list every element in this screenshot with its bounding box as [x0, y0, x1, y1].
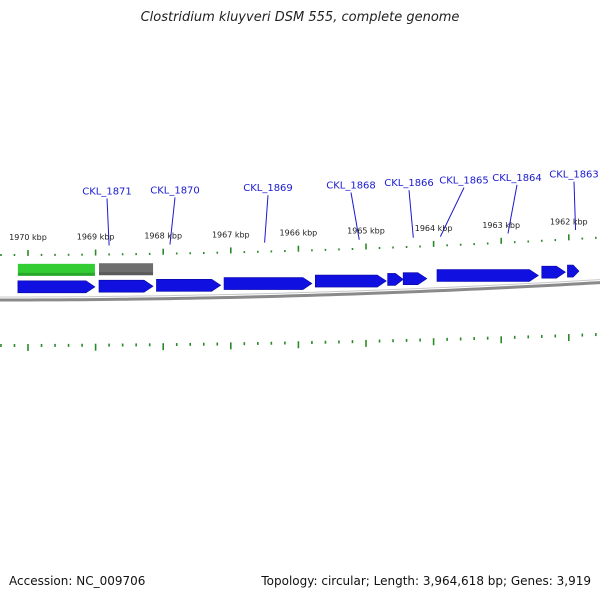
tick-label: 1970 kbp [9, 233, 47, 242]
gene-leader-line [106, 198, 110, 246]
forward-gene-arrow [156, 278, 222, 292]
gene-leader-line [350, 192, 360, 240]
forward-gene-arrow [17, 280, 96, 294]
genome-backbone [0, 279, 600, 302]
tick-label-track: 1970 kbp 1969 kbp 1968 kbp 1967 kbp 1966 kbp… [9, 217, 588, 242]
tick-label: 1965 kbp [347, 227, 385, 236]
forward-gene-arrow [541, 265, 566, 279]
tick-label: 1963 kbp [482, 221, 520, 230]
backbone-highlight [0, 279, 600, 298]
tick-label: 1964 kbp [415, 224, 453, 233]
forward-gene-arrow [402, 272, 428, 285]
forward-gene-arrow [387, 273, 404, 286]
forward-gene-arrow [98, 279, 154, 293]
gene-label: CKL_1871 [82, 186, 132, 197]
gene-label: CKL_1869 [243, 183, 293, 194]
gene-label: CKL_1870 [150, 185, 200, 196]
tick-label: 1969 kbp [77, 233, 115, 242]
reverse-gene-block [98, 263, 154, 276]
gene-label: CKL_1868 [326, 180, 376, 191]
reverse-gene-block [17, 263, 95, 276]
gene-label: CKL_1863 [549, 170, 599, 181]
reverse-strand-track [17, 263, 154, 276]
gene-leader-line [264, 195, 269, 243]
inner-tick-track [0, 333, 597, 351]
reverse-gene-shadow [17, 272, 95, 276]
gene-leader-line [408, 190, 414, 238]
gene-label: CKL_1865 [439, 176, 489, 187]
map-title: Clostridium kluyveri DSM 555, complete g… [140, 10, 460, 25]
gene-leader-line [169, 197, 176, 245]
tick-label: 1967 kbp [212, 230, 250, 239]
accession-text: Accession: NC_009706 [9, 574, 146, 588]
forward-strand-track [17, 264, 580, 294]
reverse-gene-shadow [98, 272, 154, 276]
forward-gene-arrow [315, 274, 387, 288]
gene-label: CKL_1864 [492, 173, 542, 184]
outer-tick-track [0, 234, 597, 256]
gene-label: CKL_1866 [384, 178, 434, 189]
backbone-arc [0, 281, 600, 302]
gene-label-track: CKL_1871 CKL_1870 CKL_1869 CKL_1868 CKL_1866… [82, 170, 599, 246]
genome-summary-text: Topology: circular; Length: 3,964,618 bp… [261, 574, 591, 588]
tick-label: 1962 kbp [550, 217, 588, 226]
gene-leader-line [507, 184, 518, 234]
forward-gene-arrow [567, 264, 580, 278]
gene-leader-line [573, 181, 577, 230]
tick-label: 1966 kbp [280, 229, 318, 238]
gene-leader-line [439, 187, 465, 237]
forward-gene-arrow [436, 269, 539, 282]
tick-label: 1968 kbp [144, 232, 182, 241]
forward-gene-arrow [223, 277, 313, 290]
